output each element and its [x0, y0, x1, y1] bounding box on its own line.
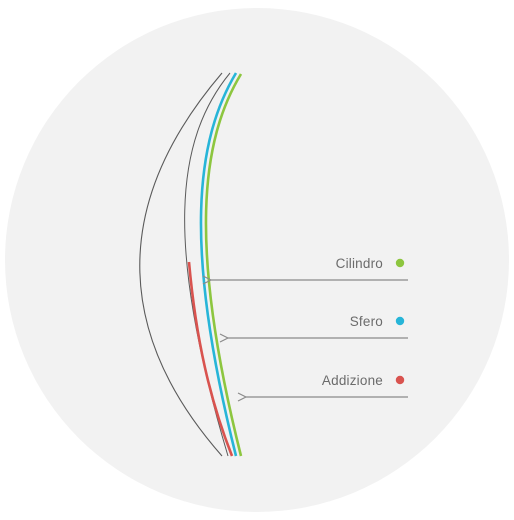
legend-item-cilindro: Cilindro	[211, 256, 408, 280]
cilindro-layer	[204, 73, 243, 457]
addizione-label: Addizione	[322, 373, 383, 388]
cilindro-label: Cilindro	[336, 256, 383, 271]
legend-item-addizione: Addizione	[246, 373, 408, 397]
sfero-label: Sfero	[350, 314, 383, 329]
addizione-layer	[187, 261, 234, 457]
lens-outer-outline	[139, 72, 223, 457]
sfero-dot	[395, 316, 405, 326]
cilindro-dot	[395, 258, 405, 268]
sfero-layer	[199, 72, 238, 457]
addizione-dot	[395, 375, 405, 385]
legend-item-sfero: Sfero	[228, 314, 408, 338]
cilindro-curve	[204, 73, 243, 457]
addizione-curve	[187, 261, 234, 457]
sfero-curve	[199, 72, 238, 457]
background-circle	[5, 8, 509, 512]
